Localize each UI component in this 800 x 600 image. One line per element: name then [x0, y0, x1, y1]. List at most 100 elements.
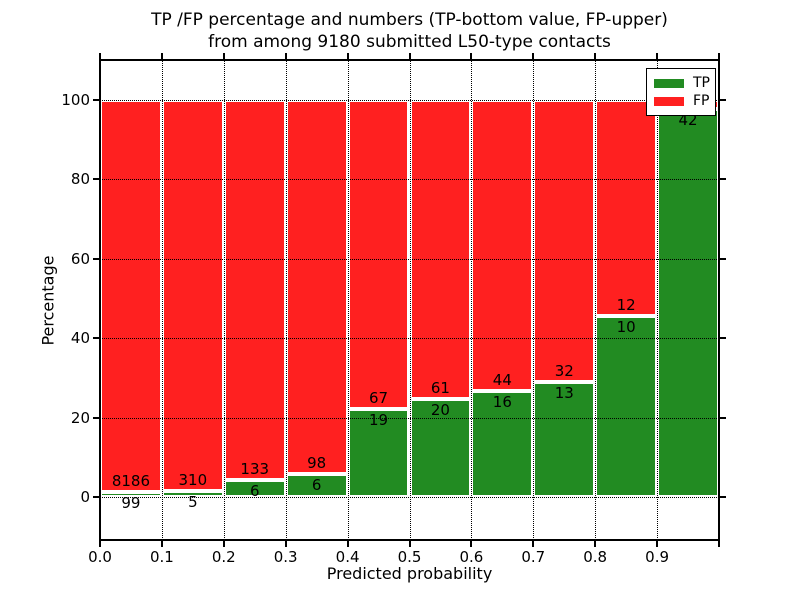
plot-area: 8186 99 310 5 133 6 98 6 67 19 61 20 44 16 32 13 12 10 42 … — [61, 53, 726, 566]
fp-bar-segment — [285, 99, 348, 475]
x-tick-mark-top — [470, 53, 473, 59]
y-tick-label: 40 — [70, 329, 90, 348]
x-gridline — [223, 60, 225, 540]
fp-count-label: 133 — [240, 459, 270, 478]
fp-count-label: 67 — [368, 389, 389, 408]
legend-label-fp: FP — [693, 93, 710, 109]
tp-count-label: 10 — [616, 318, 636, 337]
x-tick-mark — [284, 541, 287, 547]
fp-bar-segment — [471, 99, 534, 392]
x-tick-mark-top — [594, 53, 597, 59]
x-gridline — [161, 60, 163, 540]
legend-item-fp: FP — [654, 92, 710, 110]
y-tick-label: 100 — [61, 90, 90, 109]
fp-count-label: 12 — [616, 296, 636, 315]
tp-count-label: 6 — [249, 481, 260, 500]
legend: TP FP — [646, 68, 716, 116]
y-tick-mark — [93, 178, 99, 181]
tp-count-label: 20 — [430, 400, 450, 419]
y-tick-mark-right — [720, 178, 726, 181]
x-tick-mark-top — [284, 53, 287, 59]
x-tick-mark-top — [160, 53, 163, 59]
x-tick-mark-top — [718, 53, 720, 59]
tp-count-label: 99 — [121, 494, 141, 513]
y-tick-mark-right — [720, 416, 726, 419]
x-tick-label: 0.4 — [335, 548, 360, 566]
y-tick-mark-right — [720, 496, 726, 499]
y-tick-mark — [93, 416, 99, 419]
y-tick-mark-right — [720, 98, 726, 101]
x-tick-label: 0.5 — [397, 548, 422, 566]
y-tick-label: 80 — [70, 170, 90, 189]
y-tick-label: 0 — [80, 488, 90, 507]
x-tick-label: 0.6 — [459, 548, 484, 566]
x-tick-label: 0.0 — [88, 548, 112, 566]
x-gridline — [409, 60, 411, 540]
x-tick-label: 0.2 — [211, 548, 236, 566]
tp-bar-segment — [657, 108, 719, 498]
tp-bar-segment — [595, 316, 658, 498]
x-tick-mark — [408, 541, 411, 547]
x-tick-mark — [718, 541, 720, 547]
x-tick-label: 0.3 — [273, 548, 298, 566]
x-gridline — [657, 60, 659, 540]
x-tick-mark-top — [532, 53, 535, 59]
x-tick-mark — [160, 541, 163, 547]
fp-color-swatch — [654, 96, 684, 106]
fp-bar-segment — [533, 99, 596, 383]
x-gridline — [347, 60, 349, 540]
fp-count-label: 310 — [178, 470, 208, 489]
x-tick-label: 0.8 — [583, 548, 608, 566]
y-tick-mark — [93, 496, 99, 499]
chart-title-line1: TP /FP percentage and numbers (TP-bottom… — [151, 10, 668, 30]
tp-count-label: 5 — [188, 492, 198, 511]
x-tick-mark-top — [408, 53, 411, 59]
x-gridline — [533, 60, 535, 540]
x-tick-label: 0.1 — [149, 548, 174, 566]
y-tick-label: 20 — [70, 408, 90, 427]
fp-bar-segment — [409, 99, 472, 399]
x-tick-mark-top — [99, 53, 101, 59]
y-tick-mark-right — [720, 337, 726, 340]
x-tick-mark-top — [222, 53, 225, 59]
x-tick-mark-top — [656, 53, 659, 59]
fp-count-label: 32 — [554, 362, 574, 381]
y-axis-label: Percentage — [38, 255, 58, 346]
x-tick-mark — [470, 541, 473, 547]
x-tick-mark-top — [346, 53, 349, 59]
legend-item-tp: TP — [654, 74, 710, 92]
y-tick-mark — [93, 337, 99, 340]
x-tick-mark — [532, 541, 535, 547]
y-tick-mark — [93, 98, 99, 101]
tp-color-swatch — [654, 78, 684, 88]
tp-count-label: 13 — [554, 384, 574, 403]
tp-bar-segment — [347, 409, 410, 498]
tp-count-label: 6 — [311, 476, 322, 495]
fp-bar-segment — [595, 99, 658, 317]
fp-count-label: 8186 — [111, 472, 151, 491]
fp-bar-segment — [100, 99, 162, 493]
fp-count-label: 98 — [307, 454, 327, 473]
fp-count-label: 61 — [430, 378, 450, 397]
x-gridline — [595, 60, 597, 540]
fp-count-label: 44 — [492, 371, 512, 390]
y-tick-label: 60 — [70, 249, 90, 268]
y-tick-mark-right — [720, 257, 726, 260]
fp-bar-segment — [347, 99, 410, 410]
x-gridline — [285, 60, 287, 540]
x-tick-mark — [346, 541, 349, 547]
tp-count-label: 19 — [368, 411, 389, 430]
legend-label-tp: TP — [693, 75, 710, 91]
tp-bar-segment — [471, 391, 534, 498]
y-tick-mark — [93, 257, 99, 260]
x-tick-label: 0.7 — [521, 548, 546, 566]
x-tick-mark — [656, 541, 659, 547]
x-tick-mark — [99, 541, 101, 547]
x-tick-mark — [594, 541, 597, 547]
x-tick-label: 0.9 — [645, 548, 670, 566]
fp-bar-segment — [161, 99, 224, 491]
x-axis-label: Predicted probability — [326, 564, 493, 583]
fp-bar-segment — [223, 99, 286, 480]
chart-title: TP /FP percentage and numbers (TP-bottom… — [100, 9, 719, 53]
